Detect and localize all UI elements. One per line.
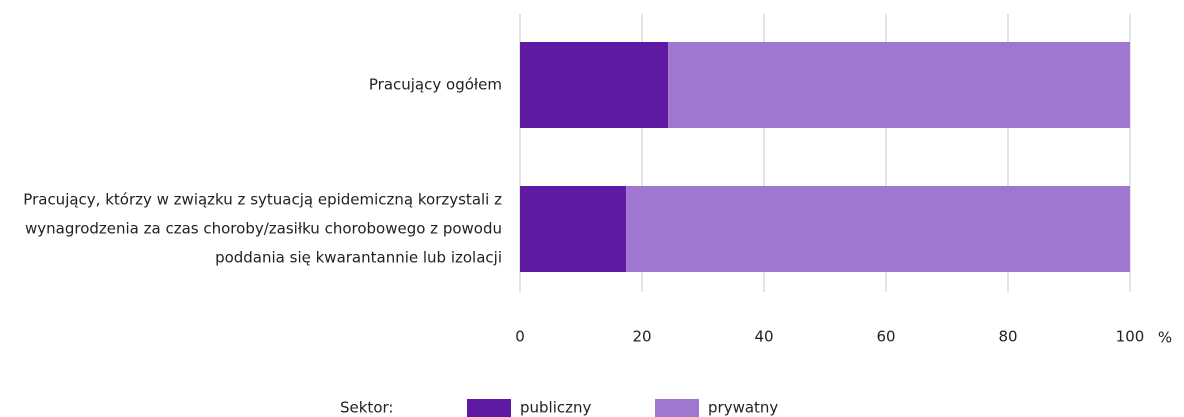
x-tick-label: 80 bbox=[998, 328, 1017, 346]
category-label: Pracujący, którzy w związku z sytuacją e… bbox=[23, 190, 502, 267]
x-unit: % bbox=[1158, 329, 1172, 347]
bar-segment bbox=[626, 186, 1130, 272]
x-tick-label: 0 bbox=[515, 328, 525, 346]
legend-swatch bbox=[467, 399, 511, 417]
category-label: Pracujący ogółem bbox=[368, 75, 502, 94]
legend-label: publiczny bbox=[520, 399, 592, 417]
bar-segment bbox=[520, 42, 669, 128]
legend-title: Sektor: bbox=[340, 399, 393, 417]
bar-segment bbox=[520, 186, 627, 272]
legend-swatch bbox=[655, 399, 699, 417]
legend-label: prywatny bbox=[708, 399, 778, 417]
x-tick-label: 60 bbox=[876, 328, 895, 346]
bar-segment bbox=[668, 42, 1130, 128]
x-tick-label: 40 bbox=[754, 328, 773, 346]
x-tick-label: 100 bbox=[1116, 328, 1145, 346]
x-tick-label: 20 bbox=[632, 328, 651, 346]
